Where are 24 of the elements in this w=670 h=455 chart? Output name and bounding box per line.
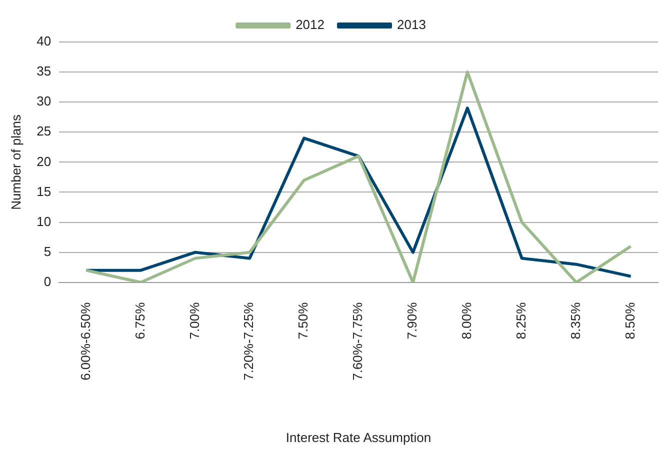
y-tick-label: 25 xyxy=(36,124,52,139)
y-tick-label: 40 xyxy=(36,34,52,49)
legend-label: 2013 xyxy=(397,17,426,32)
y-tick-label: 30 xyxy=(36,94,52,109)
x-tick-label: 8.25% xyxy=(513,302,528,340)
x-tick-label: 6.00%-6.50% xyxy=(78,302,93,380)
x-tick-label: 7.90% xyxy=(404,302,420,340)
x-tick-label: 8.50% xyxy=(622,302,638,340)
legend-label: 2012 xyxy=(296,17,324,32)
x-tick-label: 7.20%-7.25% xyxy=(241,302,256,380)
x-tick-label: 8.35% xyxy=(568,302,583,340)
x-tick-label: 8.00% xyxy=(459,302,474,340)
y-tick-label: 0 xyxy=(44,274,52,289)
x-tick-label: 7.00% xyxy=(186,302,202,340)
y-tick-label: 35 xyxy=(36,64,52,79)
x-tick-label: 7.60%-7.75% xyxy=(350,302,366,380)
x-tick-label: 6.75% xyxy=(132,302,148,340)
y-axis-title: Number of plans xyxy=(8,114,24,210)
x-axis-title: Interest Rate Assumption xyxy=(286,430,432,445)
y-tick-label: 15 xyxy=(36,184,52,199)
y-tick-label: 5 xyxy=(44,244,52,259)
y-tick-label: 10 xyxy=(36,214,52,229)
x-tick-label: 7.50% xyxy=(296,302,311,340)
y-tick-label: 20 xyxy=(36,154,52,169)
